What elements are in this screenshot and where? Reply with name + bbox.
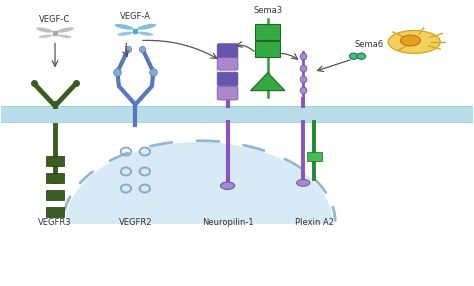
Ellipse shape (297, 179, 310, 186)
FancyBboxPatch shape (217, 72, 238, 86)
Ellipse shape (58, 34, 72, 38)
Ellipse shape (115, 24, 133, 30)
Ellipse shape (39, 34, 53, 38)
FancyBboxPatch shape (46, 190, 64, 200)
Text: Neuropilin-1: Neuropilin-1 (202, 219, 254, 227)
Text: Sema3: Sema3 (253, 6, 283, 15)
Ellipse shape (401, 35, 420, 46)
Bar (0, 106, 474, 122)
FancyBboxPatch shape (307, 152, 322, 161)
Polygon shape (67, 143, 331, 223)
Ellipse shape (220, 182, 235, 189)
FancyBboxPatch shape (217, 56, 238, 70)
Ellipse shape (137, 24, 156, 30)
FancyBboxPatch shape (217, 86, 238, 100)
Text: VEGF-C: VEGF-C (39, 15, 71, 24)
Ellipse shape (36, 27, 53, 33)
Ellipse shape (357, 53, 365, 59)
FancyBboxPatch shape (46, 156, 64, 166)
FancyBboxPatch shape (46, 173, 64, 183)
Text: VEGFR2: VEGFR2 (118, 219, 152, 227)
FancyBboxPatch shape (46, 207, 64, 217)
FancyBboxPatch shape (217, 44, 238, 57)
Text: VEGFR3: VEGFR3 (38, 219, 72, 227)
Ellipse shape (57, 27, 74, 33)
Ellipse shape (138, 32, 154, 36)
Text: Sema6: Sema6 (355, 40, 384, 49)
Text: VEGF-A: VEGF-A (120, 12, 151, 21)
Ellipse shape (118, 32, 133, 36)
Ellipse shape (349, 53, 358, 59)
Text: Plexin A2: Plexin A2 (295, 219, 335, 227)
Ellipse shape (388, 31, 440, 53)
Polygon shape (67, 143, 331, 223)
